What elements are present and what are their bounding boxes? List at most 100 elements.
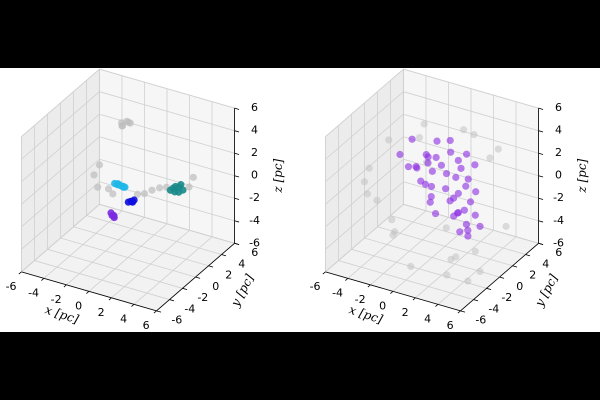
point xyxy=(396,150,404,159)
z-tick-label: -2 xyxy=(249,191,260,204)
grid-line xyxy=(21,136,100,205)
grid-line xyxy=(325,113,404,183)
tick-mark xyxy=(538,175,544,178)
point xyxy=(471,247,479,255)
grid-line xyxy=(325,68,404,138)
y-tick-label: -2 xyxy=(197,291,208,304)
grid-line xyxy=(403,203,539,244)
grid-line xyxy=(403,136,539,177)
axis-line xyxy=(460,242,539,312)
x-tick-label: 2 xyxy=(98,306,105,319)
z-tick-label: 6 xyxy=(555,101,562,114)
y-tick-label: -2 xyxy=(501,291,512,304)
z-axis-label: z [pc] xyxy=(271,158,285,193)
point xyxy=(90,171,98,179)
tick-mark xyxy=(234,107,240,110)
point xyxy=(446,136,454,145)
point xyxy=(450,212,458,220)
point xyxy=(388,216,396,224)
tick-mark xyxy=(538,220,544,223)
y-tick-label: 4 xyxy=(542,257,549,270)
z-tick-label: -4 xyxy=(249,214,260,227)
point xyxy=(140,190,149,198)
y-tick-label: 6 xyxy=(251,246,258,259)
tick-mark xyxy=(412,297,416,301)
point xyxy=(373,196,381,204)
point xyxy=(177,181,185,189)
point xyxy=(437,161,446,169)
tick-mark xyxy=(234,197,240,200)
grid-line xyxy=(403,68,539,109)
point xyxy=(454,189,462,198)
tick-mark xyxy=(486,287,492,290)
grid-line xyxy=(21,203,100,273)
tick-mark xyxy=(156,310,162,313)
tick-mark xyxy=(18,271,22,275)
z-tick-label: 6 xyxy=(251,101,258,114)
point xyxy=(476,222,484,230)
point xyxy=(420,120,428,128)
tick-mark xyxy=(182,287,188,290)
grid-line xyxy=(73,226,209,267)
point xyxy=(472,188,480,196)
x-tick-label: 0 xyxy=(379,299,386,312)
tick-mark xyxy=(41,278,45,281)
point xyxy=(408,135,416,143)
point xyxy=(464,277,472,285)
z-tick-label: 0 xyxy=(251,169,258,182)
z-tick-label: 2 xyxy=(251,146,258,159)
grid-line xyxy=(99,136,235,177)
y-tick-label: 0 xyxy=(212,280,219,293)
point xyxy=(447,148,455,156)
y-tick-label: -6 xyxy=(171,314,182,327)
y-tick-label: 0 xyxy=(516,280,523,293)
point xyxy=(442,224,450,232)
point xyxy=(109,190,117,198)
grid-line xyxy=(86,215,222,255)
x-tick-label: 0 xyxy=(75,299,82,312)
point xyxy=(148,186,156,194)
point xyxy=(462,182,470,190)
tick-mark xyxy=(390,291,394,294)
y-tick-label: 6 xyxy=(555,246,562,259)
axis-line xyxy=(325,271,461,312)
point xyxy=(104,185,113,193)
tick-mark xyxy=(512,265,518,268)
point xyxy=(404,163,413,171)
tick-mark xyxy=(345,278,349,281)
tick-mark xyxy=(499,276,505,279)
z-tick-label: -4 xyxy=(553,214,564,227)
grid-line xyxy=(21,91,100,160)
point xyxy=(462,220,471,228)
point xyxy=(407,262,415,271)
tick-mark xyxy=(538,152,544,155)
grid-line xyxy=(338,260,474,300)
point xyxy=(460,206,468,214)
point xyxy=(124,198,132,206)
point xyxy=(363,190,372,198)
z-tick-label: -6 xyxy=(553,236,564,249)
point xyxy=(471,211,479,219)
tick-mark xyxy=(538,242,544,245)
tick-mark xyxy=(153,310,157,314)
point xyxy=(426,198,434,206)
grid-line xyxy=(99,91,235,132)
grid-line xyxy=(34,260,170,300)
tick-mark xyxy=(195,276,201,279)
tick-mark xyxy=(473,299,479,302)
point xyxy=(452,173,460,181)
y-tick-label: -4 xyxy=(488,302,499,315)
point xyxy=(133,190,142,198)
point xyxy=(413,164,421,172)
point xyxy=(432,153,440,162)
tick-mark xyxy=(457,310,461,314)
tick-mark xyxy=(525,254,531,257)
grid-line xyxy=(99,158,235,199)
tick-mark xyxy=(169,299,175,302)
x-tick-label: 4 xyxy=(424,312,431,325)
y-tick-label: 4 xyxy=(238,257,245,270)
point xyxy=(118,122,126,130)
tick-mark xyxy=(460,310,466,313)
point xyxy=(415,133,424,142)
tick-mark xyxy=(63,284,67,288)
